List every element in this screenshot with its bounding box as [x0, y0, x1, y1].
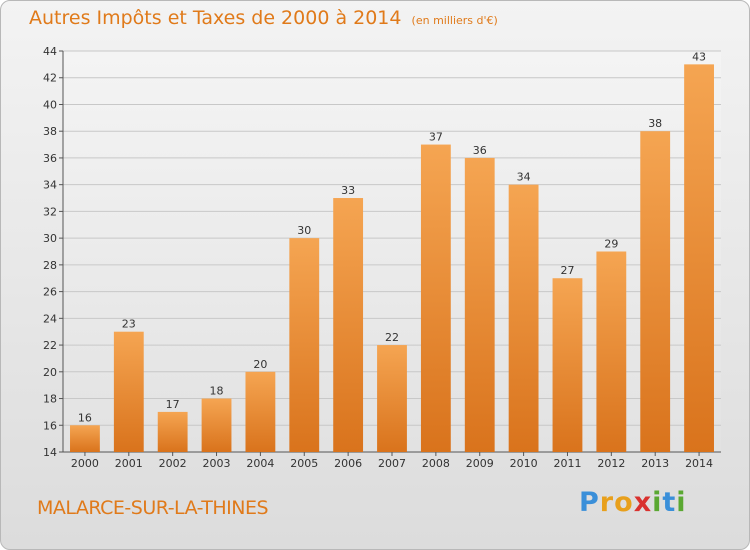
y-tick-label: 38 — [43, 125, 57, 138]
y-tick-label: 20 — [43, 366, 57, 379]
bar — [684, 64, 714, 452]
x-tick-label: 2008 — [422, 457, 450, 470]
chart-title-text: Autres Impôts et Taxes de 2000 à 2014 — [29, 7, 402, 29]
bar — [157, 411, 188, 452]
x-tick-label: 2011 — [553, 457, 581, 470]
y-tick-label: 30 — [43, 232, 57, 245]
y-tick-label: 34 — [43, 179, 57, 192]
x-tick-label: 2001 — [115, 457, 143, 470]
x-tick-label: 2005 — [290, 457, 318, 470]
bar — [508, 184, 539, 452]
data-label: 37 — [429, 131, 443, 144]
y-tick-label: 26 — [43, 286, 57, 299]
chart-subtitle: (en milliers d'€) — [411, 14, 498, 27]
bar — [245, 371, 276, 452]
x-tick-label: 2004 — [246, 457, 274, 470]
bar — [113, 331, 144, 452]
x-tick-label: 2003 — [203, 457, 231, 470]
bar — [596, 251, 627, 452]
data-label: 30 — [297, 224, 311, 237]
data-label: 38 — [648, 117, 662, 130]
y-tick-label: 42 — [43, 72, 57, 85]
data-label: 22 — [385, 331, 399, 344]
bar — [464, 157, 495, 452]
bar — [70, 425, 100, 452]
bar — [201, 398, 232, 452]
x-tick-label: 2012 — [597, 457, 625, 470]
x-tick-label: 2009 — [466, 457, 494, 470]
y-tick-label: 44 — [43, 45, 57, 58]
data-label: 36 — [473, 144, 487, 157]
logo-letter: i — [652, 487, 663, 518]
data-label: 20 — [253, 358, 267, 371]
logo-letter: r — [599, 487, 615, 518]
bar — [289, 238, 320, 452]
y-tick-label: 40 — [43, 98, 57, 111]
logo-letter: x — [633, 487, 653, 518]
y-tick-label: 14 — [43, 446, 57, 459]
chart-title: Autres Impôts et Taxes de 2000 à 2014 (e… — [29, 7, 498, 29]
x-tick-label: 2014 — [685, 457, 713, 470]
x-tick-label: 2002 — [159, 457, 187, 470]
y-tick-label: 18 — [43, 393, 57, 406]
data-label: 43 — [692, 50, 706, 63]
bar — [333, 198, 364, 452]
data-label: 27 — [560, 264, 574, 277]
y-tick-label: 36 — [43, 152, 57, 165]
bar — [377, 345, 407, 452]
y-tick-label: 28 — [43, 259, 57, 272]
data-label: 23 — [122, 318, 136, 331]
data-label: 29 — [604, 238, 618, 251]
data-label: 17 — [166, 398, 180, 411]
data-label: 16 — [78, 411, 92, 424]
logo-letter: i — [676, 487, 687, 518]
proxiti-logo: Proxiti — [579, 487, 687, 518]
bar — [640, 131, 671, 452]
logo-letter: o — [614, 487, 634, 518]
data-label: 18 — [210, 385, 224, 398]
y-tick-label: 16 — [43, 419, 57, 432]
x-tick-label: 2000 — [71, 457, 99, 470]
x-tick-label: 2013 — [641, 457, 669, 470]
y-tick-label: 24 — [43, 312, 57, 325]
y-tick-label: 22 — [43, 339, 57, 352]
data-label: 34 — [517, 171, 531, 184]
y-tick-label: 32 — [43, 205, 57, 218]
x-tick-label: 2006 — [334, 457, 362, 470]
bar — [552, 278, 583, 452]
data-label: 33 — [341, 184, 355, 197]
logo-letter: P — [579, 487, 600, 518]
x-tick-label: 2010 — [510, 457, 538, 470]
commune-name: MALARCE-SUR-LA-THINES — [37, 497, 269, 519]
bar — [420, 144, 451, 453]
logo-letter: t — [662, 487, 677, 518]
x-tick-label: 2007 — [378, 457, 406, 470]
